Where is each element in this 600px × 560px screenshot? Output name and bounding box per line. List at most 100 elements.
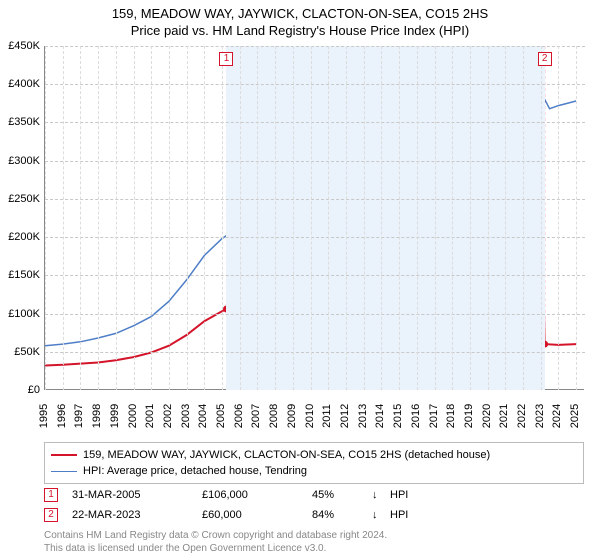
ytick-label: £300K [0, 155, 40, 167]
gridline-h [45, 46, 585, 47]
xtick-label: 2004 [197, 404, 209, 428]
xtick-label: 2020 [481, 404, 493, 428]
transaction-row: 2 22-MAR-2023£60,00084%↓HPI [44, 505, 584, 525]
legend: 159, MEADOW WAY, JAYWICK, CLACTON-ON-SEA… [44, 442, 584, 484]
gridline-v [187, 46, 188, 390]
gridline-h [45, 199, 585, 200]
transaction-pct: 84% [312, 509, 372, 521]
xtick-label: 2002 [162, 404, 174, 428]
ytick-label: £250K [0, 193, 40, 205]
subtitle: Price paid vs. HM Land Registry's House … [0, 23, 600, 38]
transaction-price: £60,000 [202, 509, 312, 521]
xtick-label: 2012 [339, 404, 351, 428]
transaction-date: 22-MAR-2023 [72, 509, 202, 521]
xtick-label: 2000 [127, 404, 139, 428]
ytick-label: £400K [0, 78, 40, 90]
xtick-label: 2003 [180, 404, 192, 428]
gridline-h [45, 84, 585, 85]
gridline-v [98, 46, 99, 390]
sale-marker-label: 2 [538, 52, 552, 66]
gridline-h [45, 352, 585, 353]
xtick-label: 2006 [233, 404, 245, 428]
xtick-label: 2017 [428, 404, 440, 428]
ytick-label: £200K [0, 231, 40, 243]
transaction-marker: 1 [44, 488, 58, 502]
xtick-label: 2011 [321, 404, 333, 428]
gridline-h [45, 237, 585, 238]
gridline-v [275, 46, 276, 390]
xtick-label: 2007 [250, 404, 262, 428]
titles: 159, MEADOW WAY, JAYWICK, CLACTON-ON-SEA… [0, 0, 600, 38]
transaction-rel: HPI [390, 509, 430, 521]
xtick-label: 2001 [144, 404, 156, 428]
footer-line-1: Contains HM Land Registry data © Crown c… [44, 530, 584, 543]
gridline-v [311, 46, 312, 390]
gridline-v [505, 46, 506, 390]
gridline-h [45, 314, 585, 315]
legend-swatch [51, 454, 77, 456]
ytick-label: £150K [0, 269, 40, 281]
chart-area: 12 £0£50K£100K£150K£200K£250K£300K£350K£… [44, 46, 584, 416]
gridline-v [257, 46, 258, 390]
gridline-v [116, 46, 117, 390]
xtick-label: 1995 [38, 404, 50, 428]
transaction-rel: HPI [390, 489, 430, 501]
xtick-label: 2005 [215, 404, 227, 428]
gridline-v [63, 46, 64, 390]
xtick-label: 2013 [357, 404, 369, 428]
gridline-v [576, 46, 577, 390]
xtick-label: 1997 [73, 404, 85, 428]
ytick-label: £350K [0, 116, 40, 128]
gridline-v [452, 46, 453, 390]
xtick-label: 2009 [286, 404, 298, 428]
gridline-v [470, 46, 471, 390]
gridline-v [222, 46, 223, 390]
gridline-v [134, 46, 135, 390]
gridline-v [293, 46, 294, 390]
gridline-h [45, 275, 585, 276]
transaction-date: 31-MAR-2005 [72, 489, 202, 501]
sale-marker-label: 1 [219, 52, 233, 66]
gridline-v [80, 46, 81, 390]
xtick-label: 2022 [516, 404, 528, 428]
gridline-v [364, 46, 365, 390]
xtick-label: 1998 [91, 404, 103, 428]
ytick-label: £450K [0, 40, 40, 52]
xtick-label: 2016 [410, 404, 422, 428]
gridline-v [399, 46, 400, 390]
gridline-h [45, 122, 585, 123]
gridline-v [151, 46, 152, 390]
transactions-table: 1 31-MAR-2005£106,00045%↓HPI 2 22-MAR-2023£… [44, 485, 584, 525]
transaction-price: £106,000 [202, 489, 312, 501]
gridline-h [45, 161, 585, 162]
gridline-v [45, 46, 46, 390]
gridline-v [169, 46, 170, 390]
gridline-v [558, 46, 559, 390]
transaction-marker: 2 [44, 508, 58, 522]
gridline-v [541, 46, 542, 390]
footer-line-2: This data is licensed under the Open Gov… [44, 543, 584, 556]
ytick-label: £0 [0, 384, 40, 396]
footer-attribution: Contains HM Land Registry data © Crown c… [44, 530, 584, 555]
xtick-label: 2014 [374, 404, 386, 428]
gridline-v [328, 46, 329, 390]
gridline-v [435, 46, 436, 390]
ytick-label: £100K [0, 308, 40, 320]
address-title: 159, MEADOW WAY, JAYWICK, CLACTON-ON-SEA… [0, 6, 600, 21]
transaction-pct: 45% [312, 489, 372, 501]
xtick-label: 2010 [304, 404, 316, 428]
xtick-label: 2018 [445, 404, 457, 428]
xtick-label: 2025 [569, 404, 581, 428]
xtick-label: 2024 [551, 404, 563, 428]
legend-item: HPI: Average price, detached house, Tend… [51, 463, 577, 479]
gridline-v [488, 46, 489, 390]
chart-container: 159, MEADOW WAY, JAYWICK, CLACTON-ON-SEA… [0, 0, 600, 560]
transaction-arrow-icon: ↓ [372, 509, 390, 521]
legend-label: HPI: Average price, detached house, Tend… [83, 465, 307, 477]
xtick-label: 2019 [463, 404, 475, 428]
transaction-arrow-icon: ↓ [372, 489, 390, 501]
xtick-label: 1999 [109, 404, 121, 428]
plot-region: 12 [44, 46, 584, 390]
xtick-label: 2023 [534, 404, 546, 428]
gridline-v [204, 46, 205, 390]
